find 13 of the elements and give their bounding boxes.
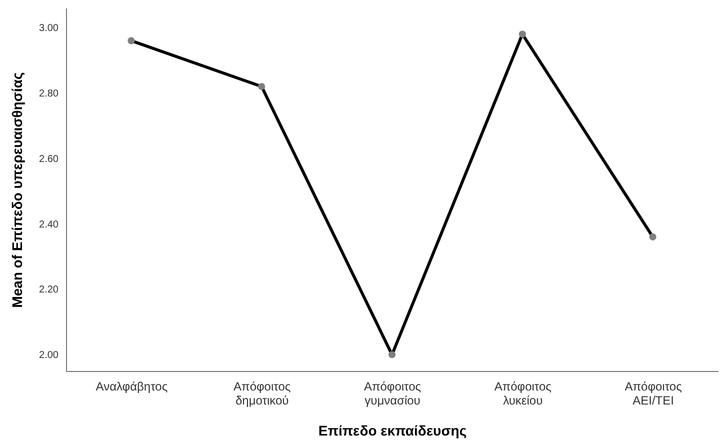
x-tick-label: Αναλφάβητος	[96, 380, 168, 394]
x-tick-label: Απόφοιτος γυμνασίου	[364, 380, 422, 408]
x-tick-label: Απόφοιτος λυκείου	[494, 380, 552, 408]
x-axis-title: Επίπεδο εκπαίδευσης	[318, 422, 467, 438]
y-tick-label: 2.40	[39, 219, 59, 230]
y-axis-title: Mean of Επίπεδο υπερευαισθησίας	[9, 72, 26, 308]
y-tick-label: 2.80	[39, 88, 59, 100]
y-tick-label: 2.00	[39, 350, 59, 362]
x-tick-label: Απόφοιτος ΑΕΙ/ΤΕΙ	[624, 380, 682, 408]
x-tick-label: Απόφοιτος δημοτικού	[234, 380, 291, 408]
y-tick-label: 2.20	[39, 284, 59, 296]
y-tick-label: 3.00	[39, 23, 59, 34]
y-tick-label: 2.60	[39, 154, 59, 165]
